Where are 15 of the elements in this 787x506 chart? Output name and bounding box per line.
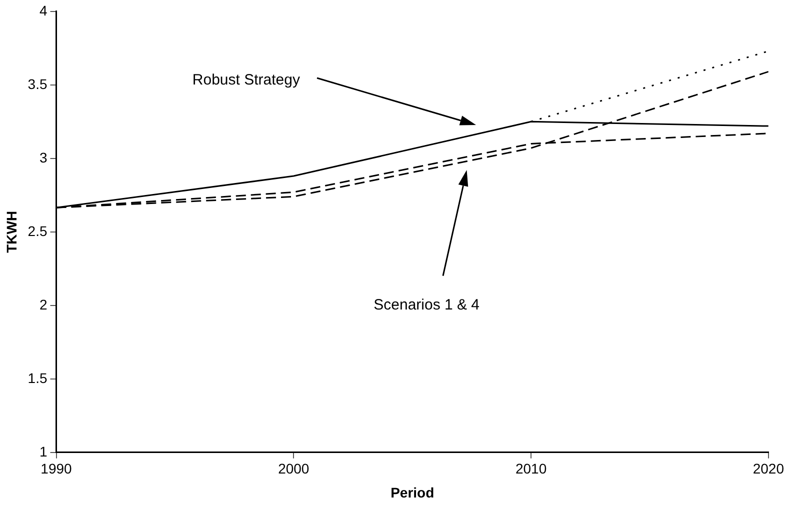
x-tick-label: 1990 <box>40 460 72 477</box>
y-tick-label: 3 <box>39 149 48 166</box>
y-axis-title: TKWH <box>3 210 20 253</box>
x-tick-label: 2010 <box>515 460 547 477</box>
annotation: Scenarios 1 & 4 <box>374 296 480 314</box>
y-tick-label: 4 <box>39 2 48 18</box>
y-tick-label: 3.5 <box>28 76 48 92</box>
y-tick-label: 1 <box>39 443 48 460</box>
x-tick-label: 2020 <box>752 460 784 477</box>
y-tick-label: 2 <box>39 296 48 312</box>
x-tick-label: 2000 <box>278 460 310 477</box>
x-axis-title: Period <box>390 484 434 500</box>
y-tick-label: 2.5 <box>28 222 48 239</box>
annotation: Robust Strategy <box>192 72 300 89</box>
y-tick-label: 1.5 <box>28 370 48 386</box>
